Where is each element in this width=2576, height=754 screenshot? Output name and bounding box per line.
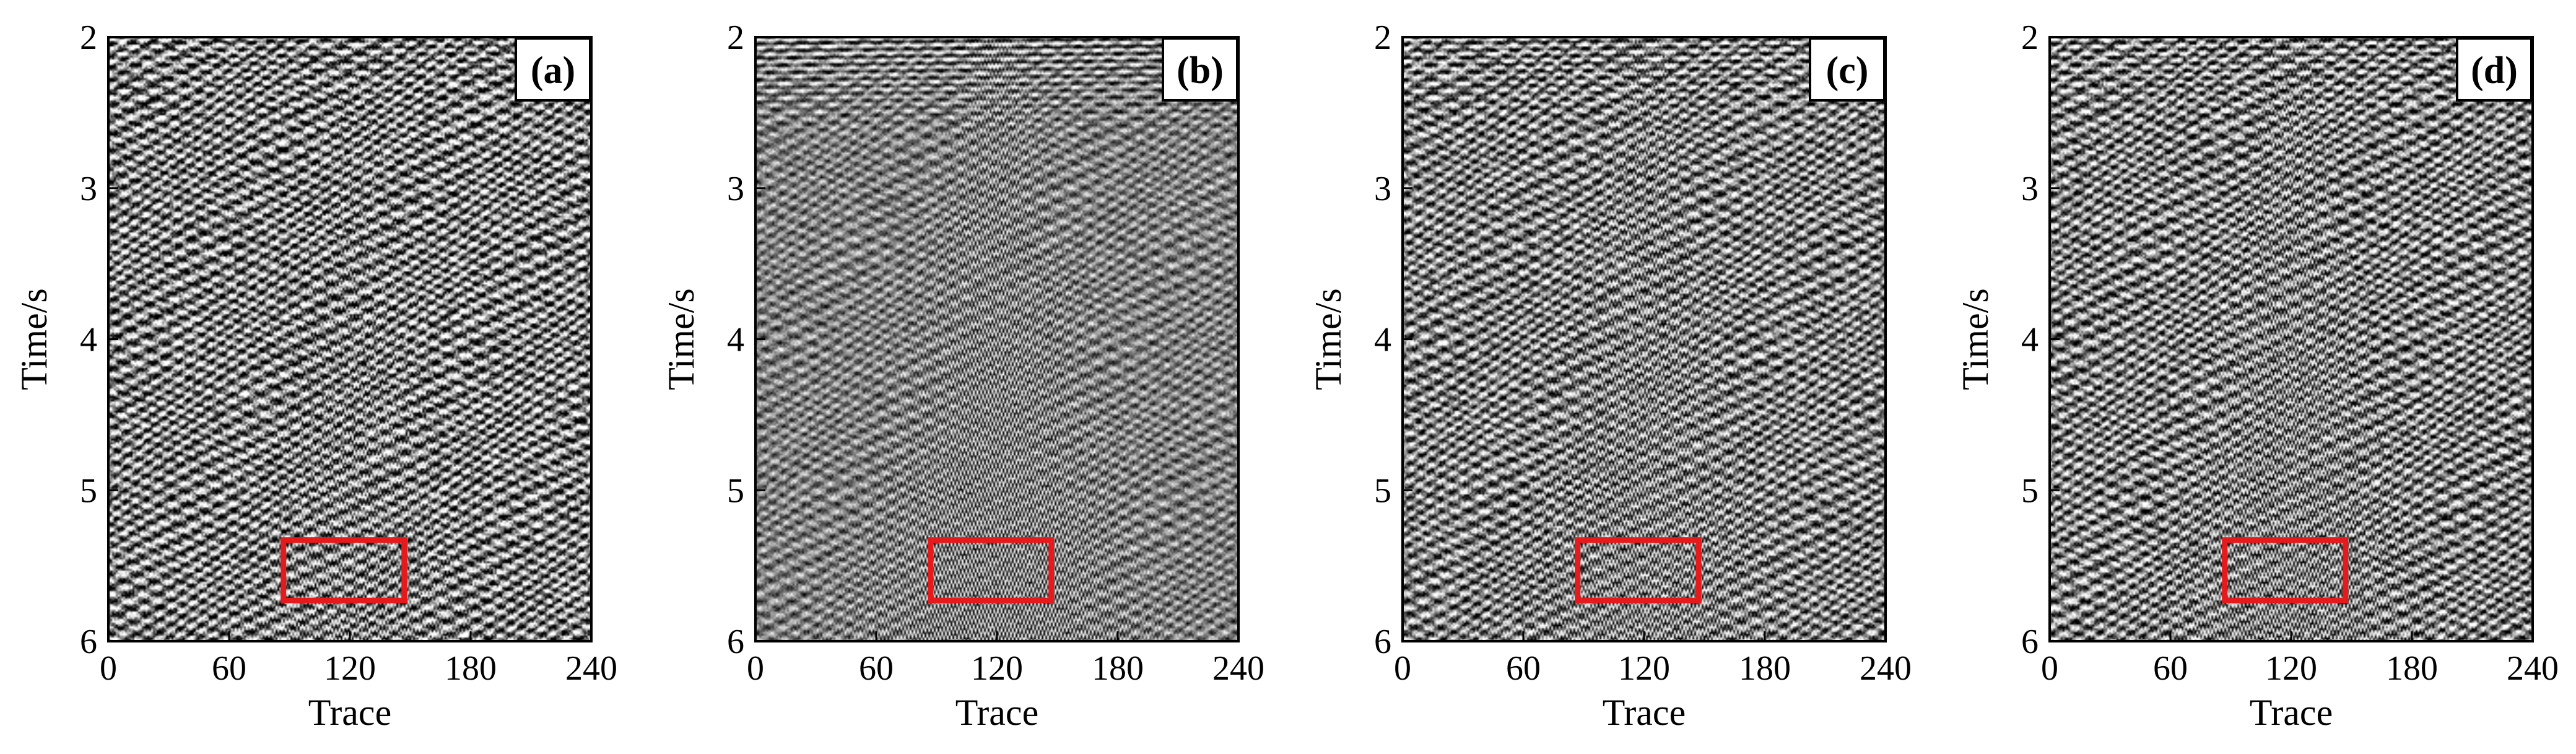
y-tick-label: 5 xyxy=(1374,471,1391,510)
y-tick-label: 4 xyxy=(80,321,97,359)
x-tick-label: 180 xyxy=(2386,649,2438,688)
x-tick-label: 240 xyxy=(565,649,617,688)
x-tick-label: 240 xyxy=(1212,649,1264,688)
x-tick-label: 120 xyxy=(2265,649,2317,688)
panel-label: (c) xyxy=(1826,50,1869,92)
y-axis-label: Time/s xyxy=(14,288,54,390)
y-tick-label: 6 xyxy=(80,623,97,661)
x-axis-label: Trace xyxy=(308,692,391,733)
y-axis-label: Time/s xyxy=(661,288,702,390)
y-tick-label: 3 xyxy=(80,170,97,208)
highlight-box xyxy=(928,537,1055,603)
y-tick-label: 5 xyxy=(2021,471,2039,510)
x-tick-label: 60 xyxy=(2153,649,2188,688)
panel-label-box xyxy=(2456,37,2533,102)
y-tick-label: 3 xyxy=(1374,170,1391,208)
panel-c: 0 60 120 180 240 2 3 4 5 6 Trace Time/s (c) xyxy=(1308,19,1912,733)
y-tick-label: 6 xyxy=(727,623,744,661)
panel-label: (b) xyxy=(1177,50,1224,92)
x-tick-label: 0 xyxy=(2041,649,2058,688)
y-tick-label: 4 xyxy=(2021,321,2039,359)
x-tick-label: 180 xyxy=(1092,649,1144,688)
y-tick-label: 6 xyxy=(2021,623,2039,661)
panel-label-box xyxy=(1162,37,1238,102)
panel-label-box xyxy=(1809,37,1886,102)
seismic-section-image xyxy=(2050,37,2533,641)
y-tick-label: 2 xyxy=(1374,19,1391,57)
panel-d: 0 60 120 180 240 2 3 4 5 6 Trace Time/s (d) xyxy=(1955,19,2559,733)
x-axis-label: Trace xyxy=(2250,692,2333,733)
y-tick-label: 3 xyxy=(727,170,744,208)
y-tick-label: 2 xyxy=(2021,19,2039,57)
y-tick-label: 2 xyxy=(727,19,744,57)
x-tick-label: 120 xyxy=(971,649,1023,688)
x-tick-label: 60 xyxy=(212,649,246,688)
x-tick-label: 60 xyxy=(859,649,894,688)
x-axis-label: Trace xyxy=(1603,692,1686,733)
x-tick-label: 0 xyxy=(1394,649,1411,688)
highlight-box xyxy=(281,537,407,603)
y-axis-label: Time/s xyxy=(1955,288,1996,390)
x-tick-label: 120 xyxy=(324,649,376,688)
y-tick-label: 5 xyxy=(80,471,97,510)
x-axis-label: Trace xyxy=(955,692,1038,733)
y-tick-label: 3 xyxy=(2021,170,2039,208)
panel-label: (a) xyxy=(531,50,575,92)
highlight-box xyxy=(1575,537,1702,603)
y-tick-label: 5 xyxy=(727,471,744,510)
x-tick-label: 60 xyxy=(1506,649,1541,688)
panel-label-box xyxy=(515,37,591,102)
x-tick-label: 240 xyxy=(1860,649,1912,688)
x-tick-label: 240 xyxy=(2507,649,2559,688)
panel-a: 0 60 120 180 240 2 3 4 5 6 Trace Time/s (a) xyxy=(14,19,617,733)
x-tick-label: 180 xyxy=(1739,649,1791,688)
y-tick-label: 6 xyxy=(1374,623,1391,661)
y-axis-label: Time/s xyxy=(1308,288,1349,390)
y-tick-label: 2 xyxy=(80,19,97,57)
panel-b: 0 60 120 180 240 2 3 4 5 6 Trace Time/s (b) xyxy=(661,19,1264,733)
y-tick-label: 4 xyxy=(727,321,744,359)
seismic-section-image xyxy=(108,37,591,641)
panel-label: (d) xyxy=(2471,50,2518,92)
highlight-box xyxy=(2222,537,2349,603)
seismic-section-image xyxy=(755,37,1238,641)
x-tick-label: 120 xyxy=(1618,649,1670,688)
y-tick-label: 4 xyxy=(1374,321,1391,359)
seismic-section-image xyxy=(1403,37,1886,641)
x-tick-label: 0 xyxy=(100,649,117,688)
x-tick-label: 180 xyxy=(445,649,497,688)
x-tick-label: 0 xyxy=(747,649,764,688)
